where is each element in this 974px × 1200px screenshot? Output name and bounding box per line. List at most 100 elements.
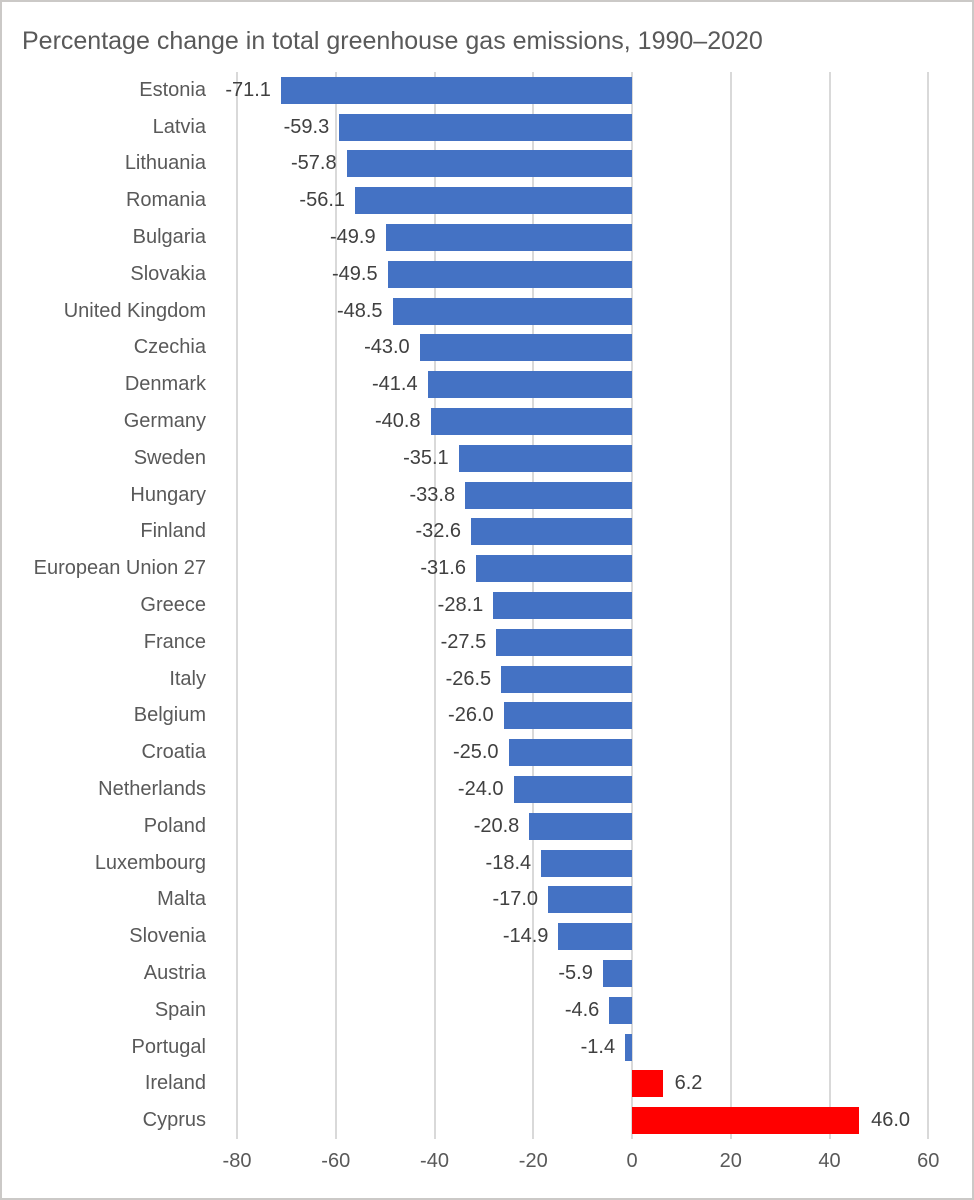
bar <box>609 996 632 1024</box>
value-label: 6.2 <box>674 1072 703 1095</box>
chart-row: France -27.5 <box>2 624 972 661</box>
bar <box>339 113 632 141</box>
category-label: Romania <box>125 189 206 212</box>
bar <box>430 408 632 436</box>
chart-row: Czechia -43.0 <box>2 330 972 367</box>
gridline <box>433 72 436 1139</box>
value-label: -14.9 <box>502 925 549 948</box>
category-label: Denmark <box>124 373 206 396</box>
chart-row: Bulgaria -49.9 <box>2 219 972 256</box>
gridline <box>927 72 930 1139</box>
chart-row: United Kingdom -48.5 <box>2 293 972 330</box>
x-axis-tick-label: 20 <box>719 1150 742 1172</box>
category-label: France <box>143 630 206 653</box>
value-label: -71.1 <box>225 78 271 101</box>
bar <box>419 334 632 362</box>
value-label: -31.6 <box>420 557 466 580</box>
value-label: -49.5 <box>332 262 378 285</box>
value-label: -5.9 <box>558 961 593 984</box>
category-label: Malta <box>157 888 206 911</box>
bar <box>548 886 632 914</box>
value-label: -41.4 <box>371 373 418 396</box>
value-label: -33.8 <box>409 483 456 506</box>
chart-row: Germany -40.8 <box>2 403 972 440</box>
value-label: -26.5 <box>445 667 492 690</box>
value-label: -49.9 <box>330 226 376 249</box>
bar <box>513 775 632 803</box>
chart-row: Spain -4.6 <box>2 992 972 1029</box>
bar <box>465 481 632 509</box>
category-label: Spain <box>154 998 206 1021</box>
bar <box>496 628 632 656</box>
chart-row: Finland -32.6 <box>2 514 972 551</box>
chart-title: Percentage change in total greenhouse ga… <box>22 27 763 55</box>
chart-row: Cyprus 46.0 <box>2 1102 972 1139</box>
category-label: Netherlands <box>98 777 206 800</box>
category-label: Hungary <box>130 483 206 506</box>
gridline <box>236 72 238 1139</box>
bar <box>501 665 632 693</box>
chart-row: Hungary -33.8 <box>2 477 972 514</box>
category-label: Croatia <box>141 741 206 764</box>
x-axis-tick-label: -20 <box>518 1150 548 1172</box>
bar <box>387 260 632 288</box>
chart-row: Malta -17.0 <box>2 881 972 918</box>
chart-row: Greece -28.1 <box>2 587 972 624</box>
bar <box>280 76 632 104</box>
category-label: Latvia <box>152 115 206 138</box>
category-label: Greece <box>140 593 206 616</box>
bar <box>632 1070 663 1098</box>
category-label: United Kingdom <box>63 299 206 322</box>
gridline <box>828 72 831 1139</box>
value-label: -40.8 <box>374 410 421 433</box>
value-label: 46.0 <box>871 1109 911 1132</box>
category-label: Slovakia <box>130 262 206 285</box>
category-label: Portugal <box>131 1035 207 1058</box>
category-label: Luxembourg <box>94 851 206 874</box>
chart-row: Austria -5.9 <box>2 955 972 992</box>
category-label: European Union 27 <box>33 557 206 580</box>
x-axis-tick-label: -80 <box>222 1150 252 1172</box>
value-label: -43.0 <box>364 336 410 359</box>
category-label: Czechia <box>133 336 206 359</box>
value-label: -35.1 <box>403 446 449 469</box>
chart-row: Netherlands -24.0 <box>2 771 972 808</box>
value-label: -25.0 <box>452 741 499 764</box>
bar <box>493 591 632 619</box>
value-label: -1.4 <box>580 1035 616 1058</box>
chart-row: Croatia -25.0 <box>2 734 972 771</box>
chart-row: Slovenia -14.9 <box>2 918 972 955</box>
value-label: -32.6 <box>415 520 462 543</box>
category-label: Finland <box>140 520 206 543</box>
x-axis-tick-label: 40 <box>818 1150 841 1172</box>
category-label: Belgium <box>133 704 206 727</box>
category-label: Poland <box>143 814 206 837</box>
bar <box>625 1033 632 1061</box>
bar <box>458 444 632 472</box>
gridline <box>334 72 337 1139</box>
value-label: -57.8 <box>291 152 337 175</box>
chart-row: Denmark -41.4 <box>2 366 972 403</box>
bar <box>558 923 632 951</box>
gridline <box>729 72 732 1139</box>
value-label: -59.3 <box>283 115 330 138</box>
bar <box>508 739 632 767</box>
x-axis-tick-label: 0 <box>626 1150 638 1172</box>
chart-row: Lithuania -57.8 <box>2 146 972 183</box>
category-label: Estonia <box>139 78 206 101</box>
category-label: Cyprus <box>142 1109 206 1132</box>
chart-row: Italy -26.5 <box>2 661 972 698</box>
bar <box>427 371 632 399</box>
bar <box>632 1107 860 1135</box>
value-label: -48.5 <box>336 299 383 322</box>
bar <box>503 702 632 730</box>
x-axis-tick-label: -40 <box>420 1150 449 1172</box>
chart-row: Portugal -1.4 <box>2 1029 972 1066</box>
x-axis-tick-label: -60 <box>321 1150 351 1172</box>
bar <box>385 224 632 252</box>
value-label: -20.8 <box>473 814 520 837</box>
bar <box>475 555 632 583</box>
bar <box>471 518 632 546</box>
